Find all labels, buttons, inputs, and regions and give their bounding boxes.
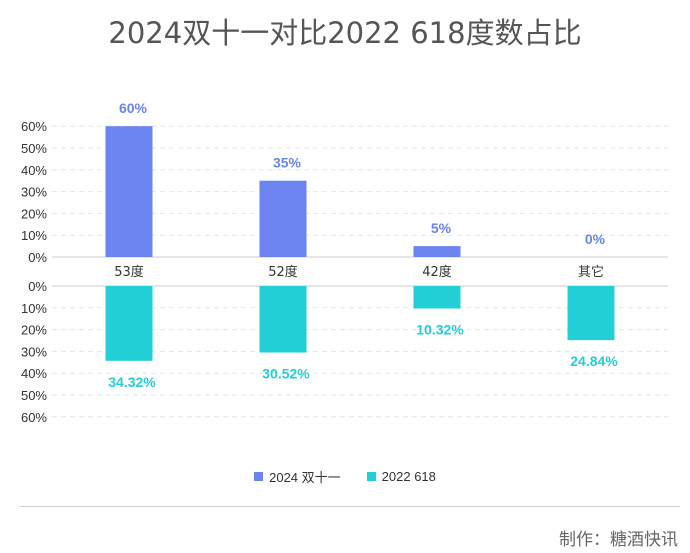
y-tick-label-lower: 20% bbox=[21, 323, 47, 338]
y-tick-label-upper: 50% bbox=[21, 141, 47, 156]
bar-2024 bbox=[413, 246, 461, 257]
y-tick-label-lower: 30% bbox=[21, 344, 47, 359]
mirrored-bar-chart: 60% 50% 40% 30% 20% 10% 0% 0% 10% 20% 30% 40% 50% 60%… bbox=[21, 100, 668, 425]
y-tick-label-upper: 60% bbox=[21, 119, 47, 134]
data-label-2022: 30.52% bbox=[262, 366, 310, 382]
data-label-2024: 35% bbox=[273, 155, 302, 171]
y-tick-label-lower: 0% bbox=[28, 279, 47, 294]
data-label-2022: 34.32% bbox=[108, 374, 156, 390]
legend-item-2022[interactable]: 2022 618 bbox=[366, 467, 436, 486]
y-tick-label-upper: 30% bbox=[21, 185, 47, 200]
bar-2022 bbox=[413, 286, 461, 309]
y-tick-label-lower: 60% bbox=[21, 410, 47, 425]
y-tick-label-upper: 40% bbox=[21, 163, 47, 178]
y-tick-label-lower: 10% bbox=[21, 301, 47, 316]
x-category-label: 52度 bbox=[268, 264, 298, 280]
data-label-2022: 24.84% bbox=[570, 353, 618, 369]
legend: 2024 双十一 2022 618 bbox=[0, 467, 690, 486]
legend-label-2024: 2024 双十一 bbox=[269, 470, 341, 485]
data-label-2024: 60% bbox=[119, 100, 148, 116]
legend-swatch-2024 bbox=[254, 472, 264, 481]
legend-item-2024[interactable]: 2024 双十一 bbox=[254, 467, 341, 486]
footer-divider bbox=[20, 506, 680, 507]
legend-label-2022: 2022 618 bbox=[381, 469, 436, 484]
bar-2022 bbox=[105, 286, 153, 361]
y-tick-label-lower: 50% bbox=[21, 388, 47, 403]
data-label-2024: 0% bbox=[585, 231, 606, 247]
bar-2022 bbox=[567, 286, 615, 341]
x-category-label: 42度 bbox=[422, 264, 452, 280]
bar-2024 bbox=[259, 180, 307, 257]
y-tick-label-upper: 20% bbox=[21, 206, 47, 221]
y-tick-label-lower: 40% bbox=[21, 366, 47, 381]
bar-2024 bbox=[105, 126, 153, 257]
data-label-2024: 5% bbox=[431, 220, 452, 236]
legend-swatch-2022 bbox=[366, 472, 376, 481]
data-label-2022: 10.32% bbox=[416, 321, 464, 337]
chart-title: 2024双十一对比2022 618度数占比 bbox=[108, 16, 582, 50]
y-tick-label-upper: 0% bbox=[28, 250, 47, 265]
x-category-label: 53度 bbox=[114, 264, 144, 280]
credit-text: 制作：糖酒快讯 bbox=[559, 530, 678, 550]
y-tick-label-upper: 10% bbox=[21, 228, 47, 243]
x-category-label: 其它 bbox=[578, 264, 604, 280]
bar-2022 bbox=[259, 286, 307, 353]
